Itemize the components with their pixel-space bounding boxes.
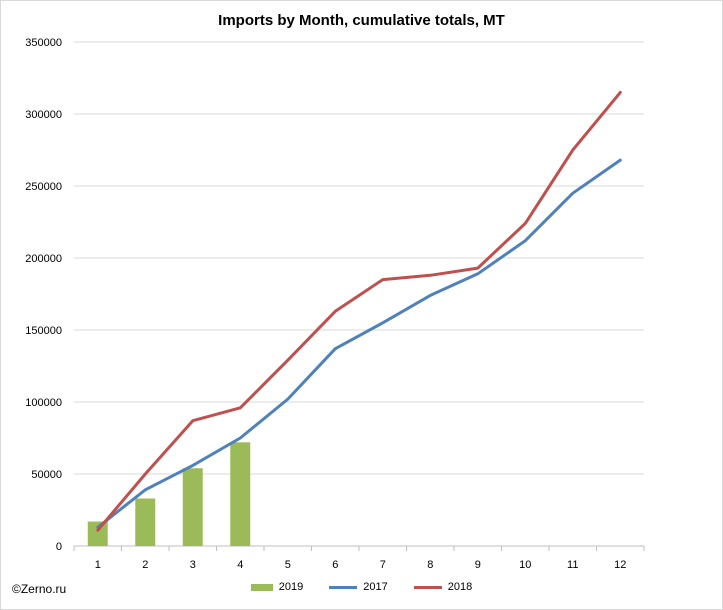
legend-item-2018: 2018 — [413, 581, 473, 593]
x-tick-label: 10 — [519, 559, 531, 571]
y-tick-label: 50000 — [31, 469, 62, 481]
legend-label-2019: 2019 — [278, 581, 304, 593]
x-tick-label: 5 — [285, 559, 291, 571]
x-tick-label: 7 — [380, 559, 386, 571]
line-2017 — [96, 158, 622, 529]
x-tick-label: 11 — [567, 559, 578, 571]
y-tick-label: 150000 — [25, 325, 62, 337]
x-tick-label: 9 — [475, 559, 481, 571]
y-tick-label: 100000 — [25, 397, 62, 409]
line-2018 — [96, 90, 622, 532]
x-tick-label: 4 — [237, 559, 243, 571]
x-tick-label: 1 — [95, 559, 101, 571]
bar-2019 — [230, 442, 251, 546]
legend-item-2017: 2017 — [329, 581, 388, 593]
bar-2019 — [135, 498, 156, 546]
x-tick-label: 2 — [142, 559, 148, 571]
legend-swatch-2019 — [250, 583, 273, 591]
legend-swatch-2017 — [329, 585, 358, 589]
x-tick-label: 3 — [190, 559, 196, 571]
y-tick-label: 300000 — [25, 109, 62, 121]
legend: 2019 2017 2018 — [0, 581, 723, 593]
bar-2019 — [182, 468, 203, 546]
y-tick-label: 250000 — [25, 181, 62, 193]
legend-item-2019: 2019 — [250, 581, 304, 593]
credit-text: ©Zerno.ru — [12, 582, 67, 596]
y-tick-label: 200000 — [25, 253, 62, 265]
legend-label-2018: 2018 — [447, 581, 473, 593]
bar-2019 — [87, 521, 108, 546]
chart-title: Imports by Month, cumulative totals, MT — [218, 12, 505, 29]
legend-label-2017: 2017 — [363, 581, 388, 593]
y-tick-label: 0 — [56, 541, 62, 553]
x-tick-label: 6 — [332, 559, 338, 571]
legend-swatch-2018 — [413, 585, 442, 589]
x-tick-label: 8 — [427, 559, 433, 571]
x-tick-label: 12 — [614, 559, 626, 571]
y-tick-label: 350000 — [25, 37, 62, 49]
